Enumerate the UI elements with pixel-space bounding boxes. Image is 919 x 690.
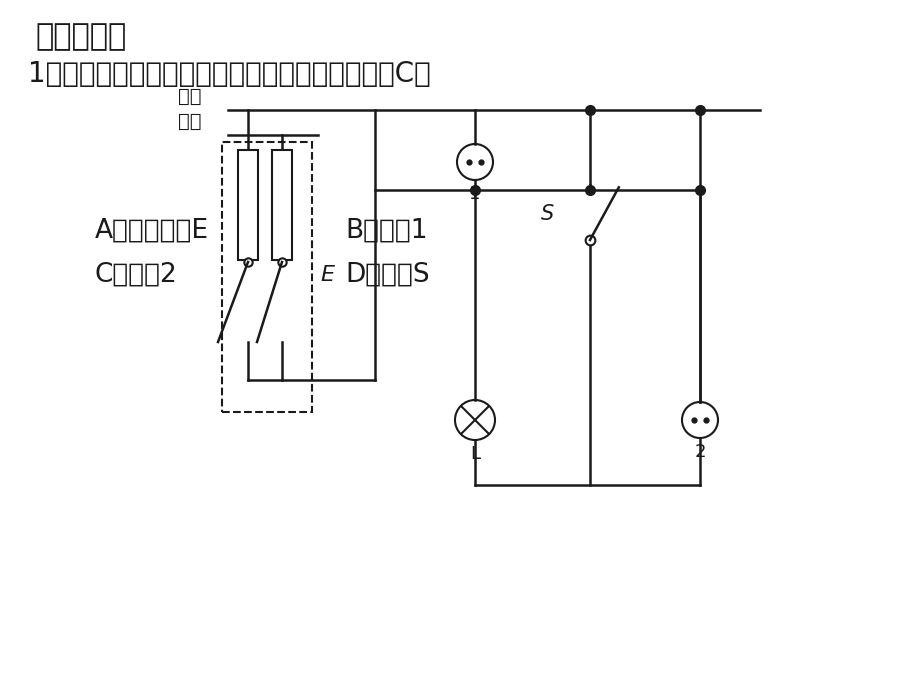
Text: 2: 2	[694, 443, 705, 461]
Text: D．开关S: D．开关S	[345, 262, 429, 288]
Text: 1．如图所示的家庭电路中，连接正确的地方是（C）: 1．如图所示的家庭电路中，连接正确的地方是（C）	[28, 60, 430, 88]
Text: A．闸刀开关E: A．闸刀开关E	[95, 218, 209, 244]
Text: S: S	[540, 204, 554, 224]
Bar	[238, 150, 257, 260]
Text: 火线: 火线	[177, 112, 201, 131]
Bar	[272, 150, 291, 260]
Bar	[221, 142, 312, 412]
Text: 一、选择题: 一、选择题	[35, 22, 126, 51]
Text: B．插座1: B．插座1	[345, 218, 427, 244]
Text: L: L	[470, 445, 480, 463]
Text: 零线: 零线	[177, 87, 201, 106]
Text: C．插座2: C．插座2	[95, 262, 177, 288]
Text: E: E	[320, 265, 334, 285]
Text: 1: 1	[469, 185, 480, 203]
